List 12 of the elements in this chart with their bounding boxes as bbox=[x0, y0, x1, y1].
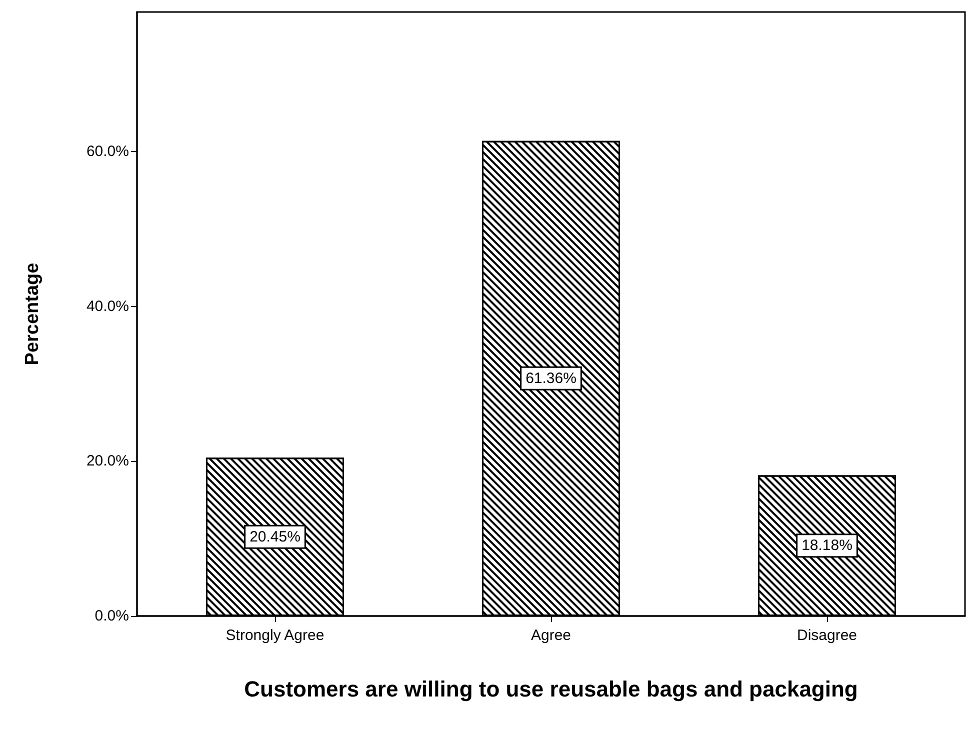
data-label: 20.45% bbox=[250, 528, 300, 546]
y-axis-title: Percentage bbox=[22, 262, 43, 366]
y-tick-label: 20.0% bbox=[86, 452, 129, 470]
y-tick-label: 60.0% bbox=[86, 142, 129, 160]
x-tick-label: Strongly Agree bbox=[226, 627, 324, 644]
y-tick-label: 0.0% bbox=[94, 608, 129, 624]
data-label: 61.36% bbox=[526, 370, 576, 387]
y-tick-label: 40.0% bbox=[86, 298, 129, 315]
data-label: 18.18% bbox=[802, 537, 852, 554]
x-axis-title: Customers are willing to use reusable bags and packaging bbox=[244, 676, 858, 702]
x-tick-label: Agree bbox=[530, 627, 572, 644]
x-tick-label: Disagree bbox=[796, 627, 858, 644]
